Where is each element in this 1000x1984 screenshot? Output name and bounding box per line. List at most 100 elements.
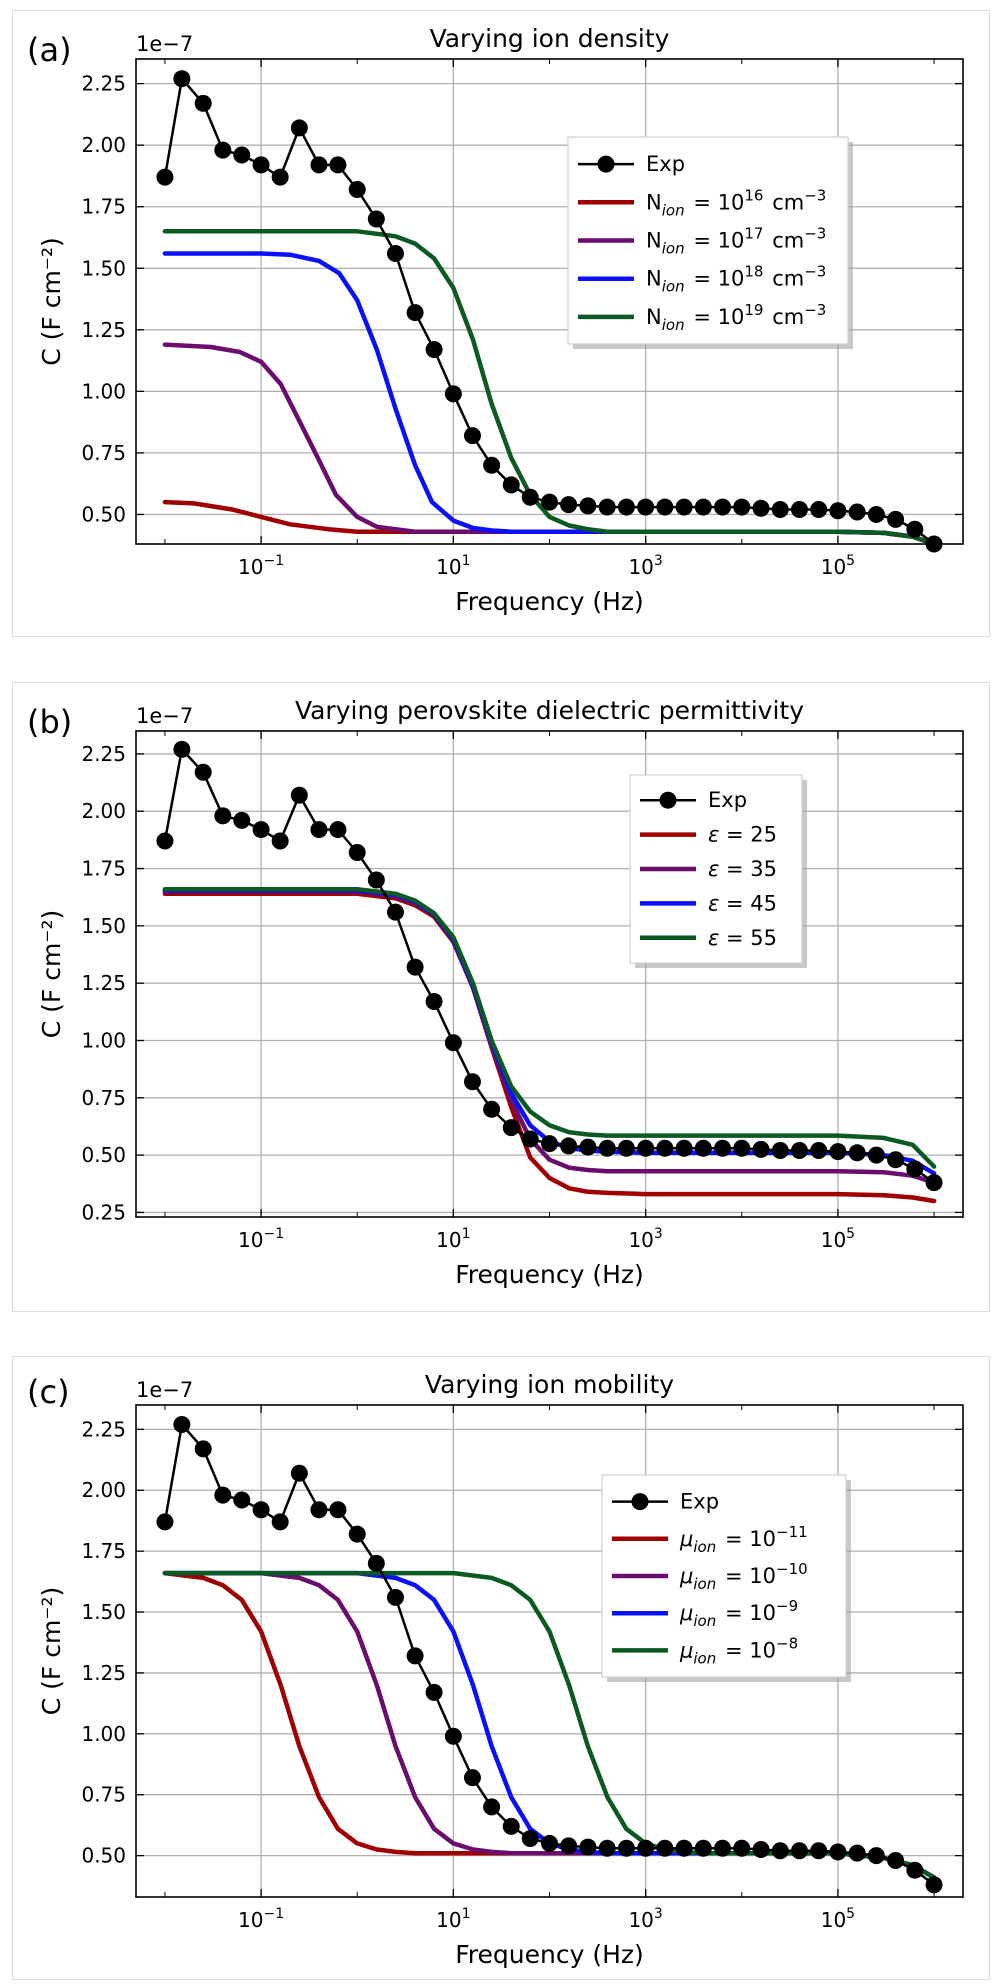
exp-point — [348, 180, 366, 198]
x-tick-label: 105 — [821, 553, 855, 579]
panel-label: (a) — [27, 31, 72, 69]
x-tick-label: 101 — [436, 553, 470, 579]
exp-point — [348, 1525, 366, 1543]
series-line-4 — [162, 886, 937, 1169]
exp-point — [579, 497, 597, 515]
legend-exp-marker — [631, 1493, 649, 1511]
legend-label-2: ε = 35 — [708, 857, 777, 881]
x-axis-label: Frequency (Hz) — [455, 1260, 644, 1289]
exp-point — [790, 1142, 808, 1160]
exp-point — [925, 1876, 943, 1894]
exp-point — [579, 1838, 597, 1856]
exp-point — [714, 1139, 732, 1157]
exp-point — [406, 1647, 424, 1665]
y-axis-multiplier: 1e−7 — [136, 32, 193, 56]
exp-point — [502, 476, 520, 494]
y-tick-label: 0.75 — [81, 1086, 126, 1110]
plot-frame — [135, 58, 964, 545]
x-tick-label: 101 — [436, 1226, 470, 1252]
x-tick-label: 10−1 — [238, 1226, 284, 1252]
legend-exp-marker — [597, 155, 615, 173]
chart-title: Varying perovskite dielectric permittivi… — [295, 696, 804, 725]
legend-label-3: μion = 10−9 — [679, 1597, 800, 1630]
exp-point — [310, 156, 328, 174]
exp-point — [694, 1839, 712, 1857]
exp-point — [656, 1839, 674, 1857]
y-tick-label: 1.75 — [81, 1539, 126, 1563]
exp-point — [173, 1415, 191, 1433]
exp-point — [310, 821, 328, 839]
exp-point — [810, 1142, 828, 1160]
exp-point — [810, 1842, 828, 1860]
exp-point — [887, 510, 905, 528]
y-axis-label: C (F cm⁻²) — [37, 237, 66, 366]
exp-point — [675, 1139, 693, 1157]
exp-point — [579, 1138, 597, 1156]
y-tick-label: 0.50 — [81, 1143, 126, 1167]
exp-point — [829, 1143, 847, 1161]
y-tick-label: 0.75 — [81, 441, 126, 465]
y-tick-label: 1.75 — [81, 195, 126, 219]
exp-point — [214, 807, 232, 825]
exp-point — [406, 304, 424, 322]
exp-point — [637, 498, 655, 516]
y-tick-label: 0.75 — [81, 1783, 126, 1807]
exp-point — [290, 1464, 308, 1482]
y-tick-label: 1.00 — [81, 1722, 126, 1746]
legend-label-1: ε = 25 — [708, 823, 777, 847]
y-tick-label: 2.00 — [81, 799, 126, 823]
plot-frame — [135, 730, 964, 1218]
exp-point — [425, 1683, 443, 1701]
exp-point — [694, 498, 712, 516]
exp-point — [310, 1501, 328, 1519]
x-tick-label: 103 — [628, 1906, 662, 1932]
exp-point — [887, 1851, 905, 1869]
y-axis-label: C (F cm⁻²) — [37, 910, 66, 1039]
exp-point — [617, 1139, 635, 1157]
exp-point — [771, 1842, 789, 1860]
chart-title: Varying ion density — [430, 24, 670, 53]
exp-point — [367, 1554, 385, 1572]
legend-exp-label: Exp — [708, 788, 747, 812]
exp-point — [444, 1727, 462, 1745]
exp-point — [194, 94, 212, 112]
exp-point — [367, 210, 385, 228]
exp-point — [483, 1798, 501, 1816]
exp-point — [502, 1817, 520, 1835]
exp-point — [560, 1837, 578, 1855]
exp-point — [521, 1130, 539, 1148]
exp-point — [867, 505, 885, 523]
x-tick-label: 103 — [628, 1226, 662, 1252]
exp-point — [194, 1440, 212, 1458]
exp-point — [444, 1034, 462, 1052]
legend-label-2: Nion = 1017 cm−3 — [646, 225, 826, 258]
exp-point — [637, 1139, 655, 1157]
exp-point — [386, 1588, 404, 1606]
legend-label-4: ε = 55 — [708, 926, 777, 950]
y-tick-label: 1.00 — [81, 379, 126, 403]
legend-exp-label: Exp — [646, 152, 685, 176]
chart-panel-a: (a) Varying ion density 1e−7 0.50 0.75 1.00 1.… — [12, 10, 990, 637]
x-tick-label: 105 — [821, 1906, 855, 1932]
exp-point — [541, 1135, 558, 1153]
chart-b-svg: (b) Varying perovskite dielectric permitt… — [27, 696, 964, 1289]
y-tick-label: 1.50 — [81, 914, 126, 938]
exp-point — [752, 499, 770, 517]
legend-label-4: Nion = 1019 cm−3 — [646, 301, 826, 334]
exp-point — [714, 1839, 732, 1857]
x-tick-label: 105 — [821, 1226, 855, 1252]
exp-point — [252, 156, 270, 174]
y-tick-label: 1.50 — [81, 256, 126, 280]
exp-point — [463, 1073, 481, 1091]
exp-point — [173, 70, 191, 88]
exp-point — [290, 786, 308, 804]
chart-panel-b: (b) Varying perovskite dielectric permitt… — [12, 682, 990, 1312]
y-tick-label: 1.75 — [81, 857, 126, 881]
legend-label-4: μion = 10−8 — [679, 1634, 800, 1667]
exp-point — [598, 1139, 616, 1157]
exp-point — [406, 958, 424, 976]
y-tick-label: 1.00 — [81, 1028, 126, 1052]
exp-point — [656, 1139, 674, 1157]
y-tick-label: 2.00 — [81, 133, 126, 157]
x-axis-label: Frequency (Hz) — [455, 587, 644, 616]
